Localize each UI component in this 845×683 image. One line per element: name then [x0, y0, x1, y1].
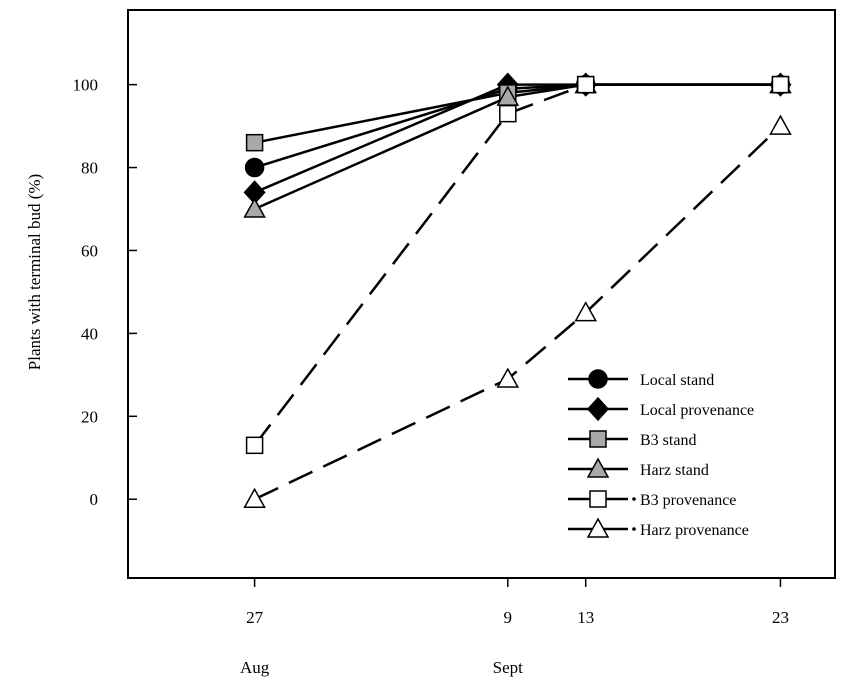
legend-marker — [588, 369, 608, 389]
legend-marker — [586, 517, 610, 538]
x-month-label-1: Sept — [493, 658, 524, 677]
legend-item-b3-stand: B3 stand — [568, 430, 696, 449]
legend-marker — [589, 490, 607, 508]
series-markers — [243, 72, 792, 508]
series-lines — [253, 83, 782, 501]
series-line-harz-stand — [254, 83, 781, 211]
legend-label: Local provenance — [640, 402, 754, 419]
y-tick-label-2: 40 — [81, 324, 98, 343]
point-b3-provenance-2 — [576, 75, 595, 94]
y-tick-label-5: 100 — [73, 76, 99, 95]
point-harz-provenance-2 — [574, 301, 597, 322]
y-axis: 0 20 40 60 80 100 — [73, 76, 137, 509]
series-line-harz-provenance — [254, 125, 782, 501]
point-b3-provenance-0 — [245, 436, 264, 455]
plot-area — [127, 9, 836, 579]
legend-dot — [632, 497, 636, 501]
legend-item-local-provenance: Local provenance — [568, 396, 754, 422]
legend-label: Local stand — [640, 372, 714, 389]
legend-item-local-stand: Local stand — [568, 369, 714, 389]
point-b3-provenance-3 — [771, 75, 790, 94]
x-tick-label-0: 27 — [246, 608, 264, 627]
point-harz-provenance-3 — [769, 114, 792, 135]
y-tick-label-4: 80 — [81, 159, 98, 178]
legend-label: B3 stand — [640, 432, 696, 449]
series-line-b3-provenance — [253, 83, 781, 447]
legend-dot — [632, 527, 636, 531]
x-month-label-0: Aug — [240, 658, 270, 677]
legend-item-harz-stand: Harz stand — [568, 457, 709, 479]
legend-label: Harz provenance — [640, 522, 749, 539]
y-tick-label-3: 60 — [81, 241, 98, 260]
legend-marker — [589, 430, 607, 448]
y-tick-label-0: 0 — [90, 490, 99, 509]
legend-item-harz-provenance: Harz provenance — [568, 517, 749, 539]
x-tick-label-2: 13 — [577, 608, 594, 627]
point-b3-stand-0 — [245, 133, 264, 152]
plot-frame — [127, 9, 836, 579]
legend-label: Harz stand — [640, 462, 709, 479]
x-tick-label-3: 23 — [772, 608, 789, 627]
point-harz-stand-0 — [243, 197, 266, 218]
point-harz-provenance-0 — [243, 487, 266, 508]
legend: Local stand Local provenance B3 stand Harz … — [568, 369, 754, 539]
y-tick-label-1: 20 — [81, 407, 98, 426]
x-tick-label-1: 9 — [504, 608, 513, 627]
legend-marker — [586, 396, 610, 422]
series-line-b3-stand — [254, 83, 781, 144]
point-b3-provenance-1 — [499, 104, 517, 123]
point-harz-provenance-1 — [496, 367, 520, 388]
point-local-stand-0 — [244, 157, 265, 178]
legend-label: B3 provenance — [640, 492, 736, 509]
y-axis-label: Plants with terminal bud (%) — [25, 174, 44, 370]
x-axis: 27 Aug 9 Sept 13 23 — [240, 578, 789, 677]
series-line-local-provenance — [254, 83, 781, 194]
legend-item-b3-provenance: B3 provenance — [568, 490, 736, 509]
legend-marker — [586, 457, 610, 478]
